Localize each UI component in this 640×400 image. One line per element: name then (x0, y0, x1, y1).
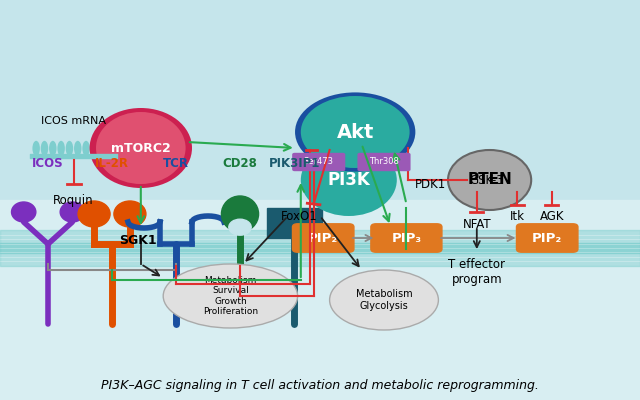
Text: TCR: TCR (163, 157, 189, 170)
Text: SGK1: SGK1 (119, 234, 156, 247)
Ellipse shape (301, 96, 410, 168)
Ellipse shape (91, 141, 98, 156)
FancyBboxPatch shape (292, 153, 346, 171)
FancyBboxPatch shape (371, 224, 442, 252)
Text: Akt: Akt (337, 122, 374, 142)
Text: PI3K: PI3K (328, 171, 370, 189)
Ellipse shape (448, 150, 531, 210)
Ellipse shape (99, 141, 106, 156)
Text: PI3K–AGC signaling in T cell activation and metabolic reprogramming.: PI3K–AGC signaling in T cell activation … (101, 379, 539, 392)
Text: PIP₂: PIP₂ (308, 232, 339, 244)
Ellipse shape (41, 141, 48, 156)
Text: PTEN: PTEN (467, 172, 512, 188)
Text: ICOS: ICOS (32, 157, 64, 170)
Ellipse shape (295, 92, 415, 172)
Ellipse shape (49, 141, 56, 156)
Ellipse shape (66, 141, 73, 156)
Ellipse shape (60, 202, 84, 222)
Ellipse shape (96, 112, 186, 184)
Text: Itk: Itk (509, 210, 525, 223)
Ellipse shape (221, 196, 259, 232)
Ellipse shape (33, 141, 40, 156)
Ellipse shape (74, 141, 81, 156)
Text: Thr308: Thr308 (369, 158, 399, 166)
Ellipse shape (114, 201, 146, 227)
FancyBboxPatch shape (357, 153, 411, 171)
Text: FoxO1: FoxO1 (281, 210, 318, 223)
Text: ICOS mRNA: ICOS mRNA (41, 116, 106, 126)
Text: Roquin: Roquin (53, 194, 94, 207)
Ellipse shape (108, 141, 115, 156)
Ellipse shape (301, 144, 397, 216)
Text: IL-2R: IL-2R (95, 157, 129, 170)
FancyBboxPatch shape (292, 224, 354, 252)
Ellipse shape (12, 202, 36, 222)
Text: Metabolism
Glycolysis: Metabolism Glycolysis (356, 289, 412, 311)
Ellipse shape (78, 201, 110, 227)
Text: PIP₃: PIP₃ (391, 232, 422, 244)
Text: AGK: AGK (540, 210, 564, 223)
FancyBboxPatch shape (267, 208, 322, 238)
Text: GSK-3: GSK-3 (469, 174, 504, 187)
Text: CD28: CD28 (223, 157, 257, 170)
FancyBboxPatch shape (516, 224, 578, 252)
Ellipse shape (58, 141, 65, 156)
Ellipse shape (83, 141, 90, 156)
Ellipse shape (90, 108, 192, 188)
Text: Ser473: Ser473 (304, 158, 333, 166)
Text: PIP₂: PIP₂ (532, 232, 563, 244)
Text: Metabolism
Survival
Growth
Proliferation: Metabolism Survival Growth Proliferation (203, 276, 258, 316)
Text: NFAT: NFAT (463, 218, 491, 231)
Ellipse shape (330, 270, 438, 330)
Text: PIK3IP1: PIK3IP1 (269, 157, 320, 170)
Ellipse shape (163, 264, 298, 328)
Text: T effector
program: T effector program (448, 258, 506, 286)
Ellipse shape (229, 219, 252, 235)
Text: PDK1: PDK1 (415, 178, 446, 190)
Text: mTORC2: mTORC2 (111, 142, 171, 154)
